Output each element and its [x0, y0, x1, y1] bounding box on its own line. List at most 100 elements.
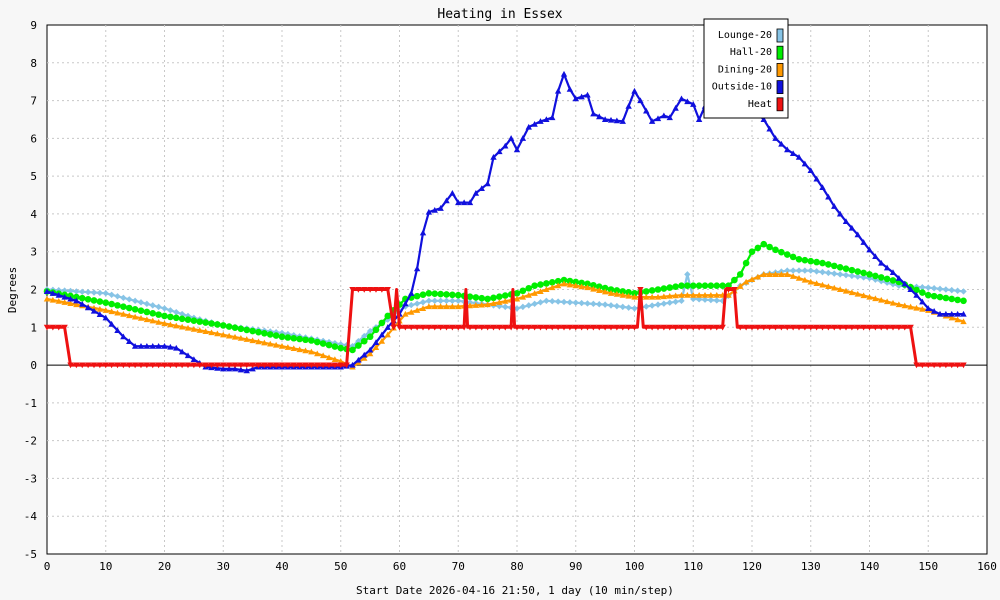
data-point-outside-10: [613, 117, 621, 124]
x-tick-label: 160: [977, 560, 997, 573]
data-point-heat: [208, 362, 215, 369]
data-point-dining-20: [108, 308, 115, 315]
data-point-dining-20: [590, 285, 597, 292]
data-point-lounge-20: [178, 310, 186, 318]
data-point-lounge-20: [925, 284, 932, 291]
data-point-outside-10: [120, 333, 127, 340]
data-point-outside-10: [243, 367, 250, 374]
data-point-heat: [936, 362, 944, 369]
data-point-dining-20: [272, 341, 280, 348]
data-point-dining-20: [308, 348, 315, 355]
data-point-outside-10: [690, 101, 697, 107]
data-point-lounge-20: [801, 267, 809, 274]
data-point-hall-20: [766, 243, 773, 251]
data-point-dining-20: [61, 299, 68, 305]
x-tick-label: 50: [334, 560, 347, 573]
data-point-outside-10: [161, 342, 168, 349]
data-point-outside-10: [437, 205, 444, 211]
data-point-heat: [725, 286, 732, 293]
data-point-dining-20: [296, 346, 303, 353]
data-point-lounge-20: [126, 296, 133, 303]
data-point-heat: [584, 324, 591, 331]
data-point-dining-20: [196, 327, 203, 333]
data-point-dining-20: [155, 318, 162, 325]
data-point-hall-20: [590, 281, 597, 289]
data-point-hall-20: [548, 279, 556, 286]
data-point-outside-10: [860, 239, 867, 245]
data-point-hall-20: [290, 334, 298, 342]
data-point-hall-20: [672, 283, 679, 290]
data-point-dining-20: [584, 284, 591, 291]
data-point-outside-10: [836, 210, 844, 217]
data-point-lounge-20: [954, 287, 961, 294]
data-point-heat: [90, 362, 98, 369]
data-point-heat: [707, 324, 715, 331]
data-point-heat: [960, 362, 967, 369]
data-point-heat: [108, 362, 115, 369]
data-point-outside-10: [131, 342, 139, 349]
data-point-lounge-20: [466, 299, 474, 306]
data-point-outside-10: [925, 305, 932, 311]
data-point-hall-20: [684, 282, 691, 290]
data-point-lounge-20: [819, 268, 826, 276]
data-point-hall-20: [807, 257, 815, 265]
data-point-heat: [61, 324, 68, 331]
y-tick-label: 7: [30, 95, 37, 108]
data-point-dining-20: [789, 273, 797, 279]
data-point-heat: [202, 362, 209, 369]
data-point-hall-20: [783, 251, 791, 258]
data-point-dining-20: [249, 337, 256, 344]
data-point-heat: [631, 324, 638, 331]
data-point-heat: [625, 324, 632, 331]
data-point-heat: [819, 324, 826, 331]
data-point-dining-20: [960, 318, 967, 325]
data-point-heat: [825, 324, 832, 331]
data-point-outside-10: [55, 291, 62, 298]
data-point-hall-20: [836, 264, 844, 271]
y-tick-label: -2: [24, 435, 37, 448]
y-tick-label: 0: [30, 359, 37, 372]
data-point-hall-20: [654, 286, 662, 293]
data-point-heat: [43, 324, 51, 331]
x-tick-label: 150: [918, 560, 938, 573]
data-point-outside-10: [178, 348, 186, 355]
data-point-lounge-20: [443, 297, 450, 305]
data-point-hall-20: [883, 275, 891, 283]
data-point-dining-20: [114, 309, 121, 316]
data-point-outside-10: [413, 265, 421, 272]
data-point-lounge-20: [707, 296, 715, 304]
data-point-hall-20: [449, 291, 456, 299]
data-point-heat: [384, 286, 391, 293]
data-point-heat: [472, 324, 480, 331]
data-point-hall-20: [695, 282, 703, 290]
data-point-hall-20: [572, 278, 580, 286]
data-point-heat: [272, 362, 280, 369]
data-point-heat: [278, 362, 286, 369]
data-point-dining-20: [43, 295, 51, 302]
data-point-dining-20: [237, 335, 245, 341]
data-point-lounge-20: [789, 267, 797, 274]
data-point-outside-10: [443, 197, 450, 204]
data-point-heat: [466, 324, 474, 331]
data-point-dining-20: [431, 303, 438, 310]
data-point-hall-20: [78, 294, 86, 302]
data-point-outside-10: [601, 116, 609, 123]
data-point-hall-20: [889, 277, 897, 284]
data-point-hall-20: [225, 323, 233, 330]
data-point-outside-10: [878, 259, 885, 266]
data-point-hall-20: [125, 304, 133, 312]
data-point-dining-20: [314, 350, 321, 357]
data-point-dining-20: [549, 284, 556, 291]
data-point-heat: [349, 286, 356, 293]
data-point-heat: [795, 324, 803, 331]
data-point-hall-20: [243, 326, 251, 334]
data-point-heat: [560, 324, 568, 331]
data-point-heat: [314, 362, 321, 369]
data-point-dining-20: [737, 283, 744, 289]
data-point-heat: [619, 324, 626, 331]
data-point-dining-20: [102, 307, 109, 313]
data-point-lounge-20: [631, 305, 638, 312]
data-point-heat: [878, 324, 885, 331]
data-point-heat: [748, 324, 756, 331]
